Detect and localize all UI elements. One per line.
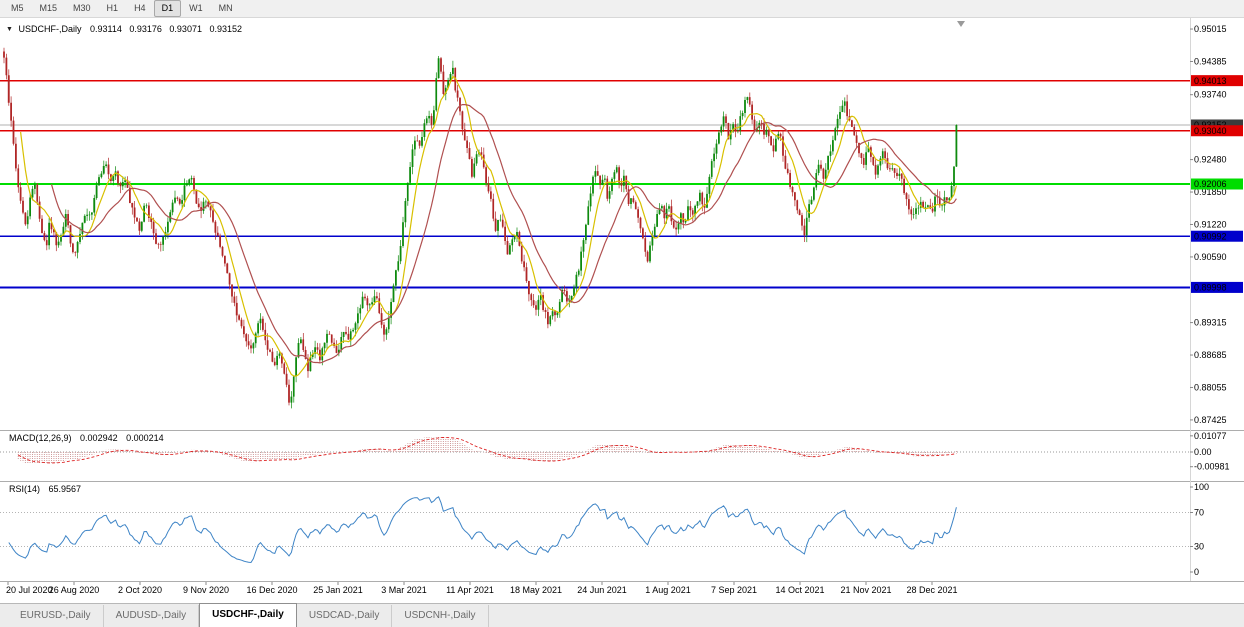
- macd-scale-label: 0.01077: [1194, 431, 1227, 441]
- timeframe-button-m5[interactable]: M5: [11, 3, 24, 13]
- timeframe-button-h1[interactable]: H1: [106, 3, 119, 13]
- chart-shift-marker-icon: [957, 21, 965, 27]
- price-tick-label: 0.92480: [1194, 155, 1227, 165]
- rsi-line: [8, 496, 957, 564]
- x-axis-date-label: 20 Jul 2020: [6, 585, 53, 595]
- symbol-period-label: USDCHF-,Daily: [18, 24, 82, 34]
- x-axis-date-label: 9 Nov 2020: [183, 585, 229, 595]
- rsi-value: 65.9567: [48, 484, 82, 494]
- timeframe-button-w1[interactable]: W1: [189, 3, 203, 13]
- resistance-badge-1: [1191, 75, 1243, 87]
- support-badge-1: [1191, 230, 1243, 242]
- x-axis-date-label: 24 Jun 2021: [577, 585, 627, 595]
- price-tick-label: 0.91850: [1194, 187, 1227, 197]
- up-candle-bodies: [26, 58, 958, 403]
- price-tick-label: 0.87425: [1194, 415, 1227, 425]
- indicator-collapse-icon[interactable]: ▼: [6, 26, 13, 33]
- x-axis-date-label: 7 Sep 2021: [711, 585, 757, 595]
- resistance-badge-2: [1191, 125, 1243, 137]
- price-tick-label: 0.89315: [1194, 318, 1227, 328]
- rsi-scale-label: 100: [1194, 482, 1209, 492]
- support-badge-2-label: 0.89998: [1194, 283, 1227, 293]
- x-axis-date-label: 14 Oct 2021: [775, 585, 824, 595]
- price-tick-label: 0.95015: [1194, 24, 1227, 34]
- price-tick-label: 0.94385: [1194, 56, 1227, 66]
- support-badge-2: [1191, 281, 1243, 293]
- macd-scale-label: -0.00981: [1194, 462, 1230, 472]
- resistance-badge-2-label: 0.93040: [1194, 126, 1227, 136]
- price-tick-label: 0.91220: [1194, 219, 1227, 229]
- x-axis-date-label: 16 Dec 2020: [246, 585, 297, 595]
- x-axis-date-label: 25 Jan 2021: [313, 585, 363, 595]
- support-badge-1-label: 0.90992: [1194, 231, 1227, 241]
- x-axis-date-label: 21 Nov 2021: [840, 585, 891, 595]
- chart-tab-eurusd-daily[interactable]: EURUSD-,Daily: [8, 604, 104, 627]
- low-value: 0.93071: [169, 24, 202, 34]
- pivot-badge-label: 0.92006: [1194, 179, 1227, 189]
- x-axis-date-label: 28 Dec 2021: [906, 585, 957, 595]
- rsi-scale-label: 30: [1194, 542, 1204, 552]
- down-candle-wicks: [3, 47, 948, 406]
- current-price-badge: [1191, 119, 1243, 131]
- macd-indicator-label: MACD(12,26,9) 0.002942 0.000214: [9, 433, 164, 443]
- chart-ohlc-header: ▼ USDCHF-,Daily 0.93114 0.93176 0.93071 …: [6, 24, 242, 34]
- pivot-badge: [1191, 178, 1243, 190]
- macd-signal-value: 0.000214: [126, 433, 164, 443]
- timeframe-toolbar: M5 M15 M30 H1 H4 D1 W1 MN: [0, 0, 1244, 18]
- macd-main-value: 0.002942: [80, 433, 118, 443]
- chart-tab-usdchf-daily[interactable]: USDCHF-,Daily: [199, 602, 297, 627]
- price-tick-label: 0.93740: [1194, 90, 1227, 100]
- chart-tab-usdcnh-daily[interactable]: USDCNH-,Daily: [392, 604, 489, 627]
- timeframe-button-h4[interactable]: H4: [134, 3, 146, 13]
- x-axis-date-label: 1 Aug 2021: [645, 585, 691, 595]
- price-tick-label: 0.88055: [1194, 382, 1227, 392]
- rsi-scale-label: 0: [1194, 567, 1199, 577]
- rsi-name: RSI(14): [9, 484, 41, 494]
- price-tick-label: 0.88685: [1194, 350, 1227, 360]
- ma-fast-line: [20, 75, 957, 377]
- open-value: 0.93114: [89, 24, 122, 34]
- chart-tab-usdcad-daily[interactable]: USDCAD-,Daily: [297, 604, 393, 627]
- x-axis-date-label: 26 Aug 2020: [49, 585, 100, 595]
- timeframe-button-mn[interactable]: MN: [218, 3, 233, 13]
- x-axis-date-label: 11 Apr 2021: [446, 585, 494, 595]
- x-axis-date-label: 18 May 2021: [510, 585, 562, 595]
- x-axis-date-label: 3 Mar 2021: [381, 585, 427, 595]
- rsi-indicator-label: RSI(14) 65.9567: [9, 484, 81, 494]
- macd-name: MACD(12,26,9): [9, 433, 72, 443]
- macd-scale-label: 0.00: [1194, 447, 1212, 457]
- timeframe-button-m30[interactable]: M30: [73, 3, 91, 13]
- chart-tabbar: EURUSD-,Daily AUDUSD-,Daily USDCHF-,Daily U…: [0, 602, 1244, 627]
- timeframe-button-d1[interactable]: D1: [153, 0, 182, 17]
- rsi-scale-label: 70: [1194, 508, 1204, 518]
- timeframe-button-m15[interactable]: M15: [39, 3, 58, 13]
- x-axis-date-label: 2 Oct 2020: [118, 585, 162, 595]
- current-price-badge-label: 0.93152: [1194, 120, 1227, 130]
- ma-slow-line: [50, 104, 957, 364]
- close-value: 0.93152: [209, 24, 243, 34]
- resistance-badge-1-label: 0.94013: [1194, 76, 1227, 86]
- price-tick-label: 0.90590: [1194, 252, 1227, 262]
- high-value: 0.93176: [129, 24, 162, 34]
- macd-signal-line: [18, 437, 957, 464]
- chart-tab-audusd-daily[interactable]: AUDUSD-,Daily: [104, 604, 200, 627]
